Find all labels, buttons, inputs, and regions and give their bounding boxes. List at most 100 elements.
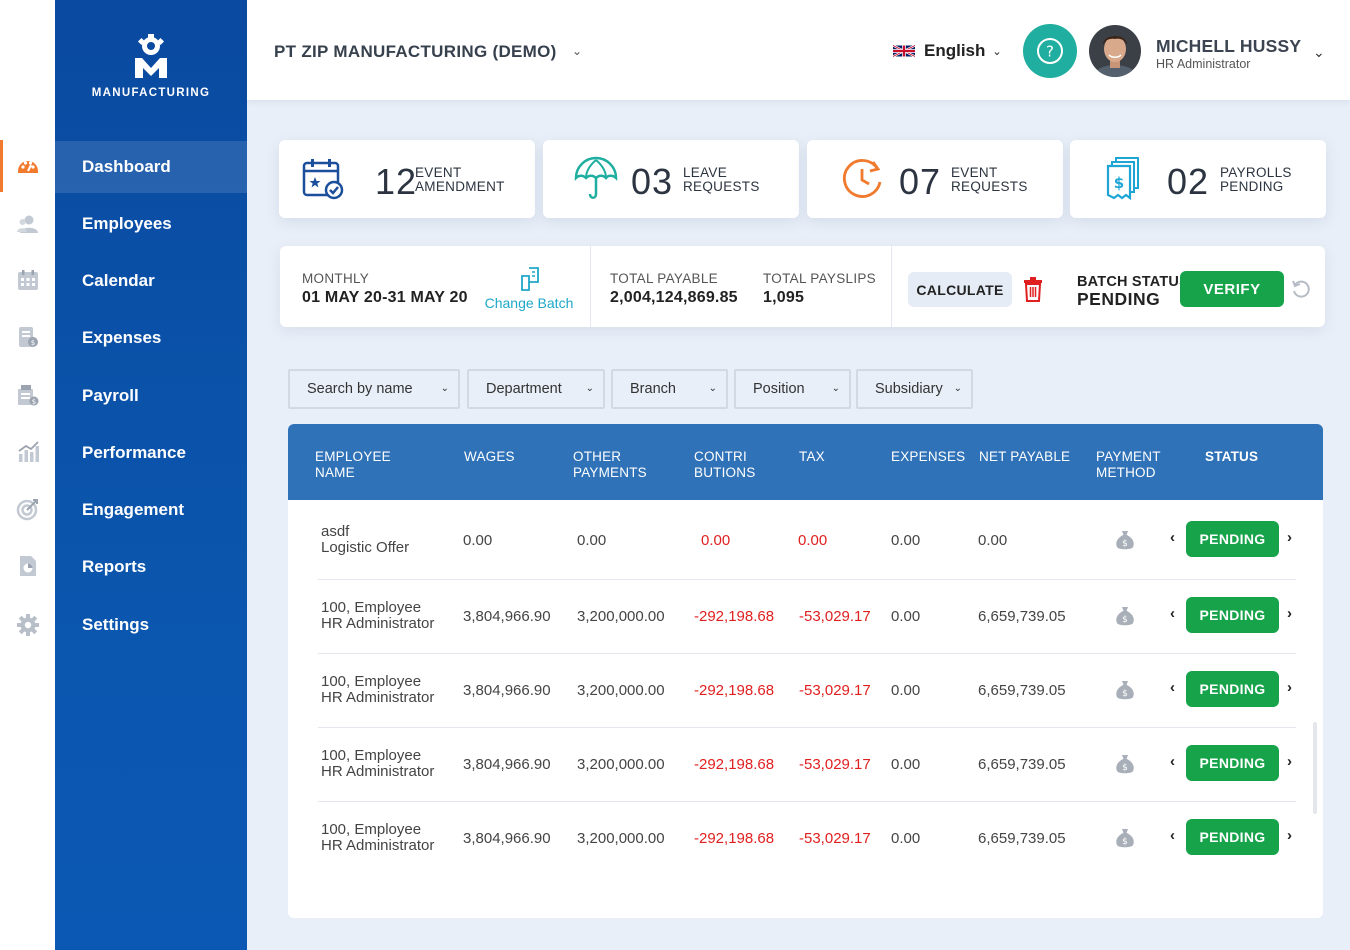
chevron-left-icon[interactable]: ‹ — [1170, 679, 1175, 696]
chevron-left-icon[interactable]: ‹ — [1170, 605, 1175, 622]
change-batch-label: Change Batch — [484, 295, 574, 311]
nav-item-reports[interactable]: Reports — [82, 557, 147, 576]
nav-item-performance[interactable]: Performance — [82, 443, 186, 462]
payroll-icon[interactable]: $ — [0, 369, 55, 421]
clock-icon — [842, 159, 882, 198]
employees-icon[interactable] — [0, 198, 55, 250]
stat-label: EVENT AMENDMENT — [415, 165, 505, 194]
verify-button[interactable]: VERIFY — [1180, 271, 1284, 307]
nav-item-dashboard[interactable]: Dashboard — [55, 141, 247, 193]
stat-card-event-amendment[interactable]: 12 EVENT AMENDMENT — [279, 140, 535, 218]
status-badge[interactable]: PENDING — [1186, 597, 1279, 633]
nav-item-engagement[interactable]: Engagement — [82, 500, 185, 519]
table-row[interactable]: 100, Employee HR Administrator 3,804,966.9… — [288, 654, 1323, 728]
column-header-payment-method[interactable]: PAYMENT METHOD — [1096, 449, 1161, 480]
settings-icon[interactable] — [0, 599, 55, 651]
nav-item-expenses[interactable]: Expenses — [82, 328, 162, 347]
nav-item-payroll[interactable]: Payroll — [82, 386, 139, 405]
logo[interactable]: MANUFACTURING — [55, 34, 247, 99]
company-selector[interactable]: PT ZIP MANUFACTURING (DEMO) — [274, 42, 557, 61]
trash-icon[interactable] — [1022, 276, 1044, 302]
help-button[interactable]: ? — [1023, 24, 1077, 78]
net-payable-cell: 0.00 — [978, 532, 1008, 549]
column-header-status[interactable]: STATUS — [1205, 449, 1259, 464]
employee-name-cell[interactable]: 100, Employee HR Administrator — [321, 673, 435, 706]
change-batch-button[interactable]: Change Batch — [479, 266, 579, 311]
calculate-button[interactable]: CALCULATE — [908, 272, 1012, 307]
expenses-icon[interactable]: $ — [0, 311, 55, 363]
stat-value: 12 — [375, 161, 418, 202]
refresh-icon[interactable] — [1291, 279, 1311, 299]
contributions-cell: -292,198.68 — [694, 756, 775, 773]
branch-filter[interactable]: Branch ⌄ — [611, 369, 728, 409]
svg-text:$: $ — [31, 398, 35, 406]
table-row[interactable]: 100, Employee HR Administrator 3,804,966.9… — [288, 802, 1323, 876]
stat-card-event-requests[interactable]: 07 EVENT REQUESTS — [807, 140, 1063, 218]
calendar-icon[interactable] — [0, 254, 55, 306]
chevron-right-icon[interactable]: › — [1287, 679, 1292, 696]
employee-name-cell[interactable]: asdf Logistic Offer — [321, 523, 410, 556]
net-payable-cell: 6,659,739.05 — [978, 756, 1066, 773]
stat-value: 07 — [899, 161, 942, 202]
contributions-cell: -292,198.68 — [694, 682, 775, 699]
svg-text:$: $ — [1122, 837, 1128, 847]
row-divider — [318, 801, 1296, 802]
position-filter[interactable]: Position ⌄ — [734, 369, 851, 409]
column-header-wages[interactable]: WAGES — [464, 449, 515, 464]
chevron-down-icon[interactable]: ⌄ — [572, 44, 583, 58]
stat-card-payrolls-pending[interactable]: $ 02 PAYROLLS PENDING — [1070, 140, 1326, 218]
column-header-net-payable[interactable]: NET PAYABLE — [979, 449, 1071, 464]
svg-text:$: $ — [1122, 615, 1128, 625]
column-header-contributions[interactable]: CONTRI BUTIONS — [694, 449, 756, 480]
contributions-cell: -292,198.68 — [694, 608, 775, 625]
avatar[interactable] — [1089, 25, 1141, 77]
icon-rail: $ $ — [0, 0, 55, 950]
status-badge[interactable]: PENDING — [1186, 671, 1279, 707]
column-header-expenses[interactable]: EXPENSES — [891, 449, 966, 464]
chevron-left-icon[interactable]: ‹ — [1170, 529, 1175, 546]
wages-cell: 3,804,966.90 — [463, 682, 551, 699]
stat-card-leave-requests[interactable]: 03 LEAVE REQUESTS — [543, 140, 799, 218]
table-row[interactable]: 100, Employee HR Administrator 3,804,966.9… — [288, 728, 1323, 802]
status-badge[interactable]: PENDING — [1186, 521, 1279, 557]
table-row[interactable]: asdf Logistic Offer 0.00 0.00 0.00 0.00 0.00 0.… — [288, 502, 1323, 580]
nav-item-settings[interactable]: Settings — [82, 615, 150, 634]
column-header-other-payments[interactable]: OTHER PAYMENTS — [573, 449, 647, 480]
chevron-left-icon[interactable]: ‹ — [1170, 827, 1175, 844]
batch-summary-bar: MONTHLY 01 MAY 20-31 MAY 20 Change Batch… — [280, 246, 1325, 327]
chevron-right-icon[interactable]: › — [1287, 827, 1292, 844]
chevron-right-icon[interactable]: › — [1287, 605, 1292, 622]
department-filter[interactable]: Department ⌄ — [467, 369, 605, 409]
search-by-name-filter[interactable]: Search by name ⌄ — [288, 369, 460, 409]
status-badge[interactable]: PENDING — [1186, 819, 1279, 855]
engagement-icon[interactable] — [0, 483, 55, 535]
reports-icon[interactable] — [0, 540, 55, 592]
row-divider — [318, 579, 1296, 580]
user-name[interactable]: MICHELL HUSSY — [1156, 36, 1302, 56]
chevron-down-icon: ⌄ — [953, 383, 962, 394]
chevron-left-icon[interactable]: ‹ — [1170, 753, 1175, 770]
chevron-right-icon[interactable]: › — [1287, 529, 1292, 546]
money-bag-icon: $ — [1116, 681, 1134, 700]
column-header-employee-name[interactable]: EMPLOYEE NAME — [315, 449, 391, 480]
row-divider — [318, 653, 1296, 654]
payroll-table: EMPLOYEE NAME WAGES OTHER PAYMENTS CONTRI B… — [288, 424, 1323, 918]
employee-name-cell[interactable]: 100, Employee HR Administrator — [321, 599, 435, 632]
status-badge[interactable]: PENDING — [1186, 745, 1279, 781]
language-selector[interactable]: English ⌄ — [893, 41, 1002, 61]
scrollbar[interactable] — [1313, 722, 1317, 814]
nav-item-employees[interactable]: Employees — [82, 214, 172, 233]
svg-text:$: $ — [30, 339, 34, 347]
employee-name-cell[interactable]: 100, Employee HR Administrator — [321, 747, 435, 780]
column-header-tax[interactable]: TAX — [799, 449, 825, 464]
chevron-right-icon[interactable]: › — [1287, 753, 1292, 770]
nav-item-calendar[interactable]: Calendar — [82, 271, 155, 290]
performance-icon[interactable] — [0, 426, 55, 478]
stat-label: EVENT REQUESTS — [951, 165, 1028, 194]
question-icon: ? — [1037, 38, 1063, 64]
dashboard-icon[interactable] — [0, 140, 55, 192]
subsidiary-filter[interactable]: Subsidiary ⌄ — [856, 369, 973, 409]
table-row[interactable]: 100, Employee HR Administrator 3,804,966.9… — [288, 580, 1323, 654]
employee-name-cell[interactable]: 100, Employee HR Administrator — [321, 821, 435, 854]
chevron-down-icon[interactable]: ⌄ — [1313, 44, 1325, 60]
